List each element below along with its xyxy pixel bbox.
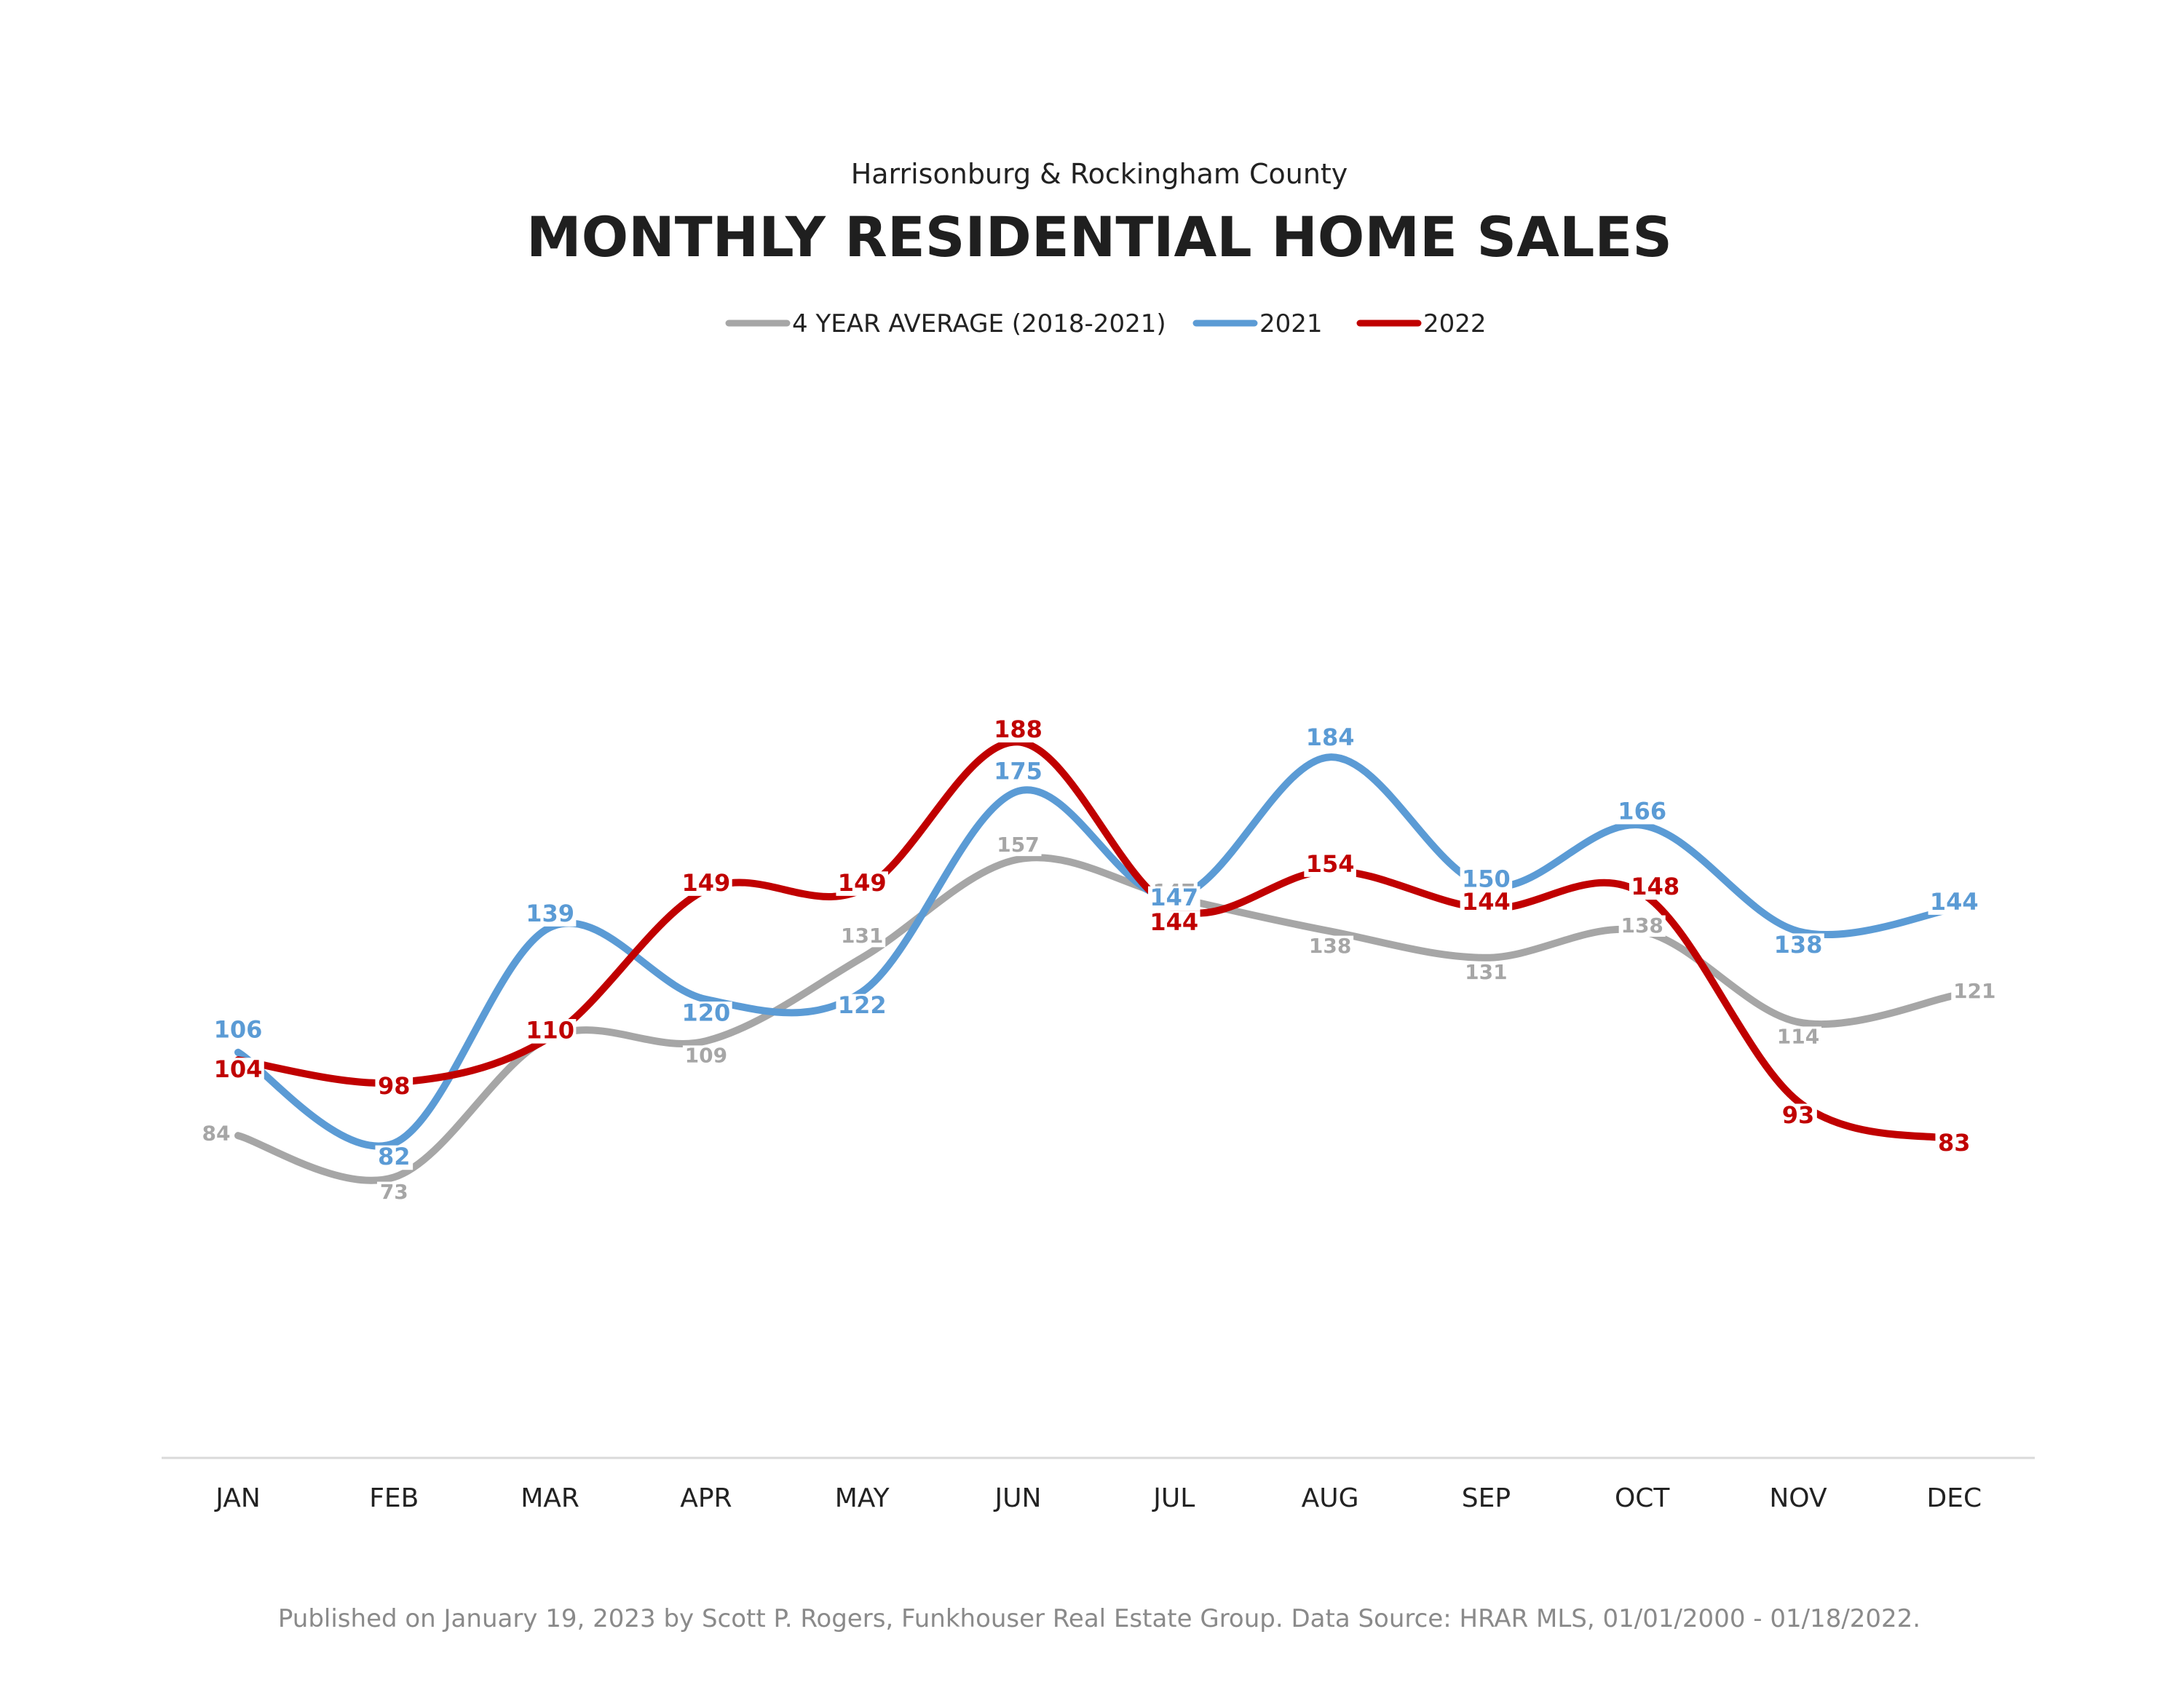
data-label: 106 [214,1015,263,1043]
data-label-background [1463,962,1510,984]
x-tick-label: DEC [1926,1483,1982,1513]
data-label: 184 [1306,723,1355,751]
data-label: 154 [1306,850,1355,878]
data-label-background [523,902,577,927]
data-label: 121 [1953,979,1995,1003]
data-label: 157 [997,833,1039,857]
data-label: 138 [1774,931,1823,959]
data-label: 83 [1938,1129,1971,1157]
data-label-background [212,1058,264,1082]
data-label-background [1615,799,1669,825]
data-label-background [375,1074,414,1100]
data-label-background [836,871,888,896]
x-tick-label: OCT [1615,1483,1670,1513]
data-label: 166 [1618,797,1666,825]
x-tick-label: JUL [1152,1483,1195,1513]
data-label: 104 [214,1055,263,1083]
data-label-background [1951,980,1998,1003]
data-label-background [682,1045,729,1067]
x-tick-label: NOV [1769,1483,1827,1513]
data-label-background [836,994,888,1019]
data-label: 73 [380,1180,408,1204]
legend-label: 4 YEAR AVERAGE (2018-2021) [792,309,1166,338]
data-label-background [992,718,1045,743]
x-tick-label: SEP [1462,1483,1511,1513]
data-label-background [376,1181,411,1203]
data-label: 122 [838,991,887,1019]
data-label-background [1307,935,1354,957]
data-labels: 84 73 110 109 131 157 147 138 131 138 114 121 106 82 1… [199,715,1998,1204]
x-tick-label: AUG [1302,1483,1359,1513]
data-label-background [1304,852,1356,877]
data-label: 114 [1777,1025,1819,1049]
data-label: 144 [1930,888,1979,916]
data-label-background [994,834,1042,857]
data-label-background [680,871,732,896]
data-label: 147 [1150,884,1198,911]
data-label: 149 [682,869,731,897]
data-label: 120 [682,999,731,1027]
data-label: 148 [1631,873,1679,900]
chart-subtitle: Harrisonburg & Rockingham County [851,158,1348,190]
data-label: 139 [526,900,574,927]
data-label: 82 [378,1143,411,1170]
data-label: 110 [526,1017,574,1044]
data-label-background [1460,890,1513,915]
x-tick-label: FEB [369,1483,419,1513]
data-label: 188 [994,715,1042,743]
x-tick-label: JUN [994,1483,1042,1513]
data-label: 131 [1465,960,1507,984]
legend-label: 2022 [1423,309,1487,338]
data-label-background [1629,875,1682,900]
data-label-background [1148,886,1200,911]
legend: 4 YEAR AVERAGE (2018-2021) 2021 2022 [725,309,1487,338]
data-label-background [199,1123,234,1145]
data-label-background [1928,890,1981,915]
data-label: 131 [841,924,883,948]
data-label-background [1148,911,1200,935]
x-tick-label: MAR [521,1483,579,1513]
data-label-background [375,1145,414,1170]
series-line-2021 [234,753,1958,1150]
data-label: 93 [1782,1101,1815,1129]
x-tick-label: APR [680,1483,732,1513]
data-label-background [1774,1026,1822,1048]
data-label-background [1618,915,1666,937]
data-label: 150 [1462,865,1511,893]
data-label-background [992,760,1045,785]
data-label: 138 [1309,934,1351,958]
data-label-background [1304,726,1356,750]
chart-title: MONTHLY RESIDENTIAL HOME SALES [526,205,1672,269]
data-label-background [839,925,886,948]
data-label: 149 [838,869,887,897]
data-label-background [523,1019,577,1044]
data-label-background [212,1018,264,1043]
data-label-background [1779,1103,1817,1129]
data-label: 109 [685,1044,727,1068]
legend-label: 2021 [1259,309,1323,338]
data-label-background [1460,868,1513,892]
data-label: 84 [202,1122,231,1146]
data-label-background [1772,933,1824,959]
data-label: 98 [378,1072,411,1100]
x-axis-ticks: JAN FEB MAR APR MAY JUN JUL AUG SEP OCT NOV DEC [214,1483,1982,1513]
data-label: 144 [1150,908,1198,936]
data-label: 138 [1621,913,1663,937]
footer-note: Published on January 19, 2023 by Scott P… [278,1604,1920,1633]
series-line-average [234,854,1958,1184]
data-label-background [1935,1131,1974,1157]
data-label: 175 [994,758,1042,785]
x-tick-label: JAN [214,1483,261,1513]
data-label-background [680,1002,732,1026]
data-label: 144 [1462,888,1511,916]
x-tick-label: MAY [835,1483,890,1513]
series-lines [234,738,1958,1184]
